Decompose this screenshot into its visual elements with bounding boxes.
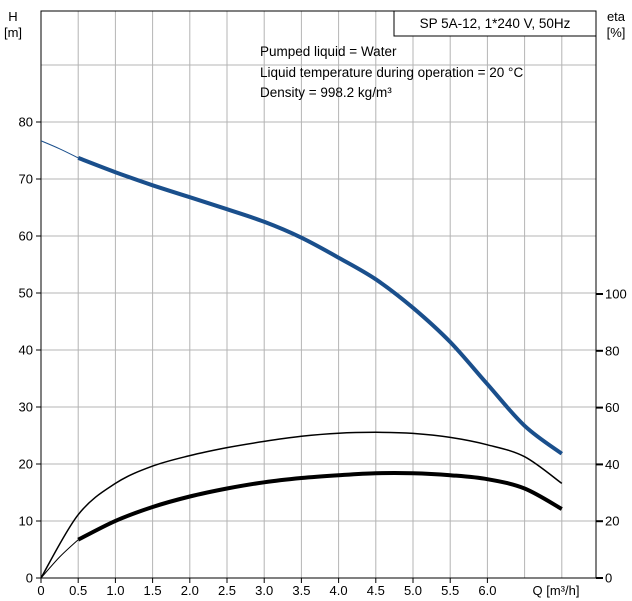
x-tick-label: 3.0	[255, 583, 273, 598]
x-tick-label: 3.5	[292, 583, 310, 598]
y-right-tick-label: 40	[605, 457, 619, 472]
y-left-tick-label: 40	[19, 343, 33, 358]
y-left-tick-label: 80	[19, 115, 33, 130]
y-left-tick-label: 20	[19, 457, 33, 472]
y-left-tick-label: 30	[19, 400, 33, 415]
y-right-tick-label: 100	[605, 287, 627, 302]
y-right-tick-label: 80	[605, 343, 619, 358]
efficiency-curve-lower	[77, 470, 563, 542]
y-right-tick-label: 0	[605, 571, 612, 586]
x-axis-title: Q [m³/h]	[533, 583, 580, 598]
info-line-density: Density = 998.2 kg/m³	[260, 85, 392, 100]
chart-title: SP 5A-12, 1*240 V, 50Hz	[420, 16, 571, 31]
y-left-tick-label: 70	[19, 172, 33, 187]
y-left-tick-label: 60	[19, 229, 33, 244]
head-curve-extension	[40, 140, 79, 159]
y-left-tick-label: 0	[26, 571, 33, 586]
x-tick-label: 5.0	[404, 583, 422, 598]
efficiency-curve-upper	[40, 431, 563, 579]
y-left-tick-label: 50	[19, 286, 33, 301]
x-tick-label: 5.5	[441, 583, 459, 598]
x-tick-label: 1.5	[144, 583, 162, 598]
x-tick-label: 1.0	[106, 583, 124, 598]
y-axis-left-unit: [m]	[4, 25, 22, 40]
x-tick-label: 2.5	[218, 583, 236, 598]
y-left-tick-label: 10	[19, 514, 33, 529]
y-axis-right-title: eta	[607, 9, 626, 24]
x-tick-label: 4.0	[330, 583, 348, 598]
y-axis-right-unit: [%]	[607, 25, 626, 40]
head-curve	[77, 156, 563, 456]
y-right-tick-label: 20	[605, 514, 619, 529]
x-tick-label: 2.0	[181, 583, 199, 598]
grid	[41, 11, 596, 578]
x-tick-label: 0	[37, 583, 44, 598]
x-tick-label: 4.5	[367, 583, 385, 598]
info-line-liquid: Pumped liquid = Water	[260, 44, 397, 59]
x-tick-label: 6.0	[478, 583, 496, 598]
x-tick-label: 0.5	[69, 583, 87, 598]
efficiency-curve-extension	[40, 539, 79, 579]
y-axis-left-title: H	[8, 9, 17, 24]
info-line-temperature: Liquid temperature during operation = 20…	[260, 65, 523, 80]
curves	[40, 140, 563, 579]
axes: 0 0.5 1.0 1.5 2.0 2.5 3.0 3.5 4.0 4.5 5.0 5.5 6.0 0 10…	[19, 115, 627, 599]
y-right-tick-label: 60	[605, 400, 619, 415]
title-box	[393, 10, 597, 37]
